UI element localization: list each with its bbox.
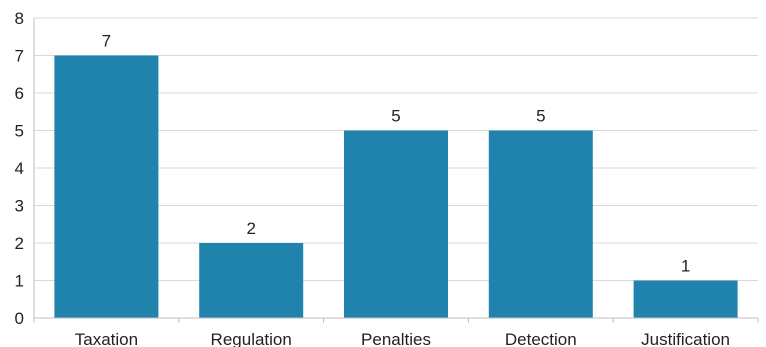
- y-tick-label: 6: [15, 84, 24, 103]
- bar-detection: [488, 130, 593, 318]
- y-tick-label: 4: [15, 159, 24, 178]
- bar-justification: [633, 280, 738, 318]
- category-label-regulation: Regulation: [211, 330, 292, 347]
- data-label-regulation: 2: [246, 219, 255, 238]
- category-label-taxation: Taxation: [75, 330, 138, 347]
- y-tick-label: 5: [15, 122, 24, 141]
- y-tick-label: 2: [15, 234, 24, 253]
- bars: [54, 55, 738, 318]
- data-label-justification: 1: [681, 257, 690, 276]
- y-tick-label: 3: [15, 197, 24, 216]
- category-label-detection: Detection: [505, 330, 577, 347]
- y-tick-label: 8: [15, 9, 24, 28]
- y-tick-label: 7: [15, 47, 24, 66]
- data-label-taxation: 7: [102, 32, 111, 51]
- data-label-penalties: 5: [391, 107, 400, 126]
- y-tick-label: 1: [15, 272, 24, 291]
- data-labels: 7 2 5 5 1: [102, 32, 691, 276]
- y-tick-label: 0: [15, 309, 24, 328]
- category-label-justification: Justification: [641, 330, 730, 347]
- data-label-detection: 5: [536, 107, 545, 126]
- y-axis: 0 1 2 3 4 5 6 7 8: [15, 9, 35, 328]
- bar-taxation: [54, 55, 159, 318]
- bar-regulation: [199, 243, 304, 318]
- x-axis: Taxation Regulation Penalties Detection Just…: [33, 317, 759, 347]
- category-label-penalties: Penalties: [361, 330, 431, 347]
- bar-penalties: [344, 130, 448, 318]
